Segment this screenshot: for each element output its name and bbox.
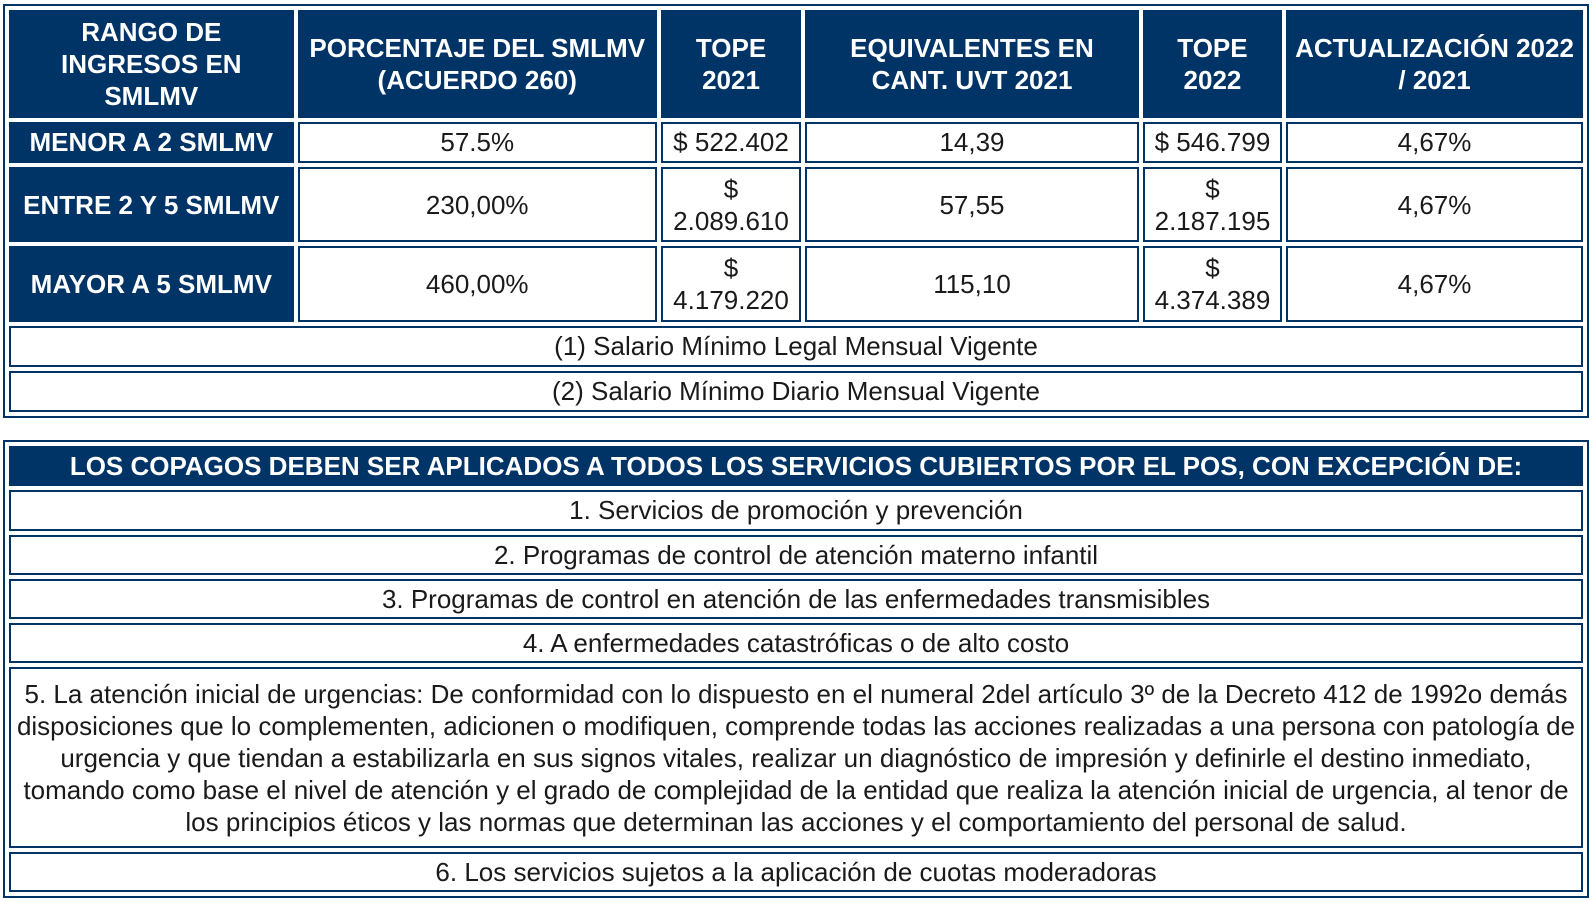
header-row: RANGO DE INGRESOS EN SMLMV PORCENTAJE DE… bbox=[9, 10, 1583, 118]
cap-2021-cell: $ 4.179.220 bbox=[660, 246, 802, 322]
copay-caps-table: RANGO DE INGRESOS EN SMLMV PORCENTAJE DE… bbox=[3, 4, 1589, 418]
exception-item: 4. A enfermedades catastróficas o de alt… bbox=[9, 623, 1583, 664]
header-update: ACTUALIZACIÓN 2022 / 2021 bbox=[1286, 10, 1583, 118]
footnote: (2) Salario Mínimo Diario Mensual Vigent… bbox=[9, 370, 1583, 412]
table-row: MENOR A 2 SMLMV 57.5% $ 522.402 14,39 $ … bbox=[9, 121, 1583, 163]
row-label: MENOR A 2 SMLMV bbox=[9, 121, 294, 163]
exception-item: 1. Servicios de promoción y prevención bbox=[9, 490, 1583, 531]
table-row: ENTRE 2 Y 5 SMLMV 230,00% $ 2.089.610 57… bbox=[9, 166, 1583, 243]
header-income-range: RANGO DE INGRESOS EN SMLMV bbox=[9, 10, 294, 118]
percent-cell: 460,00% bbox=[297, 246, 657, 322]
list-item: 6. Los servicios sujetos a la aplicación… bbox=[9, 851, 1583, 892]
uvt-cell: 115,10 bbox=[805, 246, 1139, 322]
percent-cell: 230,00% bbox=[297, 166, 657, 243]
cap-2021-cell: $ 2.089.610 bbox=[660, 166, 802, 243]
update-cell: 4,67% bbox=[1286, 121, 1583, 163]
exceptions-title: LOS COPAGOS DEBEN SER APLICADOS A TODOS … bbox=[9, 446, 1583, 487]
table-row: MAYOR A 5 SMLMV 460,00% $ 4.179.220 115,… bbox=[9, 246, 1583, 322]
header-cap-2021: TOPE 2021 bbox=[660, 10, 802, 118]
update-cell: 4,67% bbox=[1286, 166, 1583, 243]
cap-2022-cell: $ 2.187.195 bbox=[1142, 166, 1283, 243]
exception-item: 2. Programas de control de atención mate… bbox=[9, 534, 1583, 575]
note-row: (2) Salario Mínimo Diario Mensual Vigent… bbox=[9, 370, 1583, 412]
exception-item: 3. Programas de control en atención de l… bbox=[9, 578, 1583, 620]
exception-item: 6. Los servicios sujetos a la aplicación… bbox=[9, 851, 1583, 892]
footnote: (1) Salario Mínimo Legal Mensual Vigente bbox=[9, 325, 1583, 367]
update-cell: 4,67% bbox=[1286, 246, 1583, 322]
row-label: MAYOR A 5 SMLMV bbox=[9, 246, 294, 322]
list-item: 3. Programas de control en atención de l… bbox=[9, 578, 1583, 620]
cap-2022-cell: $ 546.799 bbox=[1142, 121, 1283, 163]
uvt-cell: 57,55 bbox=[805, 166, 1139, 243]
title-row: LOS COPAGOS DEBEN SER APLICADOS A TODOS … bbox=[9, 446, 1583, 487]
cap-2022-cell: $ 4.374.389 bbox=[1142, 246, 1283, 322]
cap-2021-cell: $ 522.402 bbox=[660, 121, 802, 163]
list-item: 5. La atención inicial de urgencias: De … bbox=[9, 667, 1583, 848]
list-item: 4. A enfermedades catastróficas o de alt… bbox=[9, 623, 1583, 664]
list-item: 2. Programas de control de atención mate… bbox=[9, 534, 1583, 575]
header-uvt-2021: EQUIVALENTES EN CANT. UVT 2021 bbox=[805, 10, 1139, 118]
exception-item: 5. La atención inicial de urgencias: De … bbox=[9, 667, 1583, 848]
note-row: (1) Salario Mínimo Legal Mensual Vigente bbox=[9, 325, 1583, 367]
percent-cell: 57.5% bbox=[297, 121, 657, 163]
uvt-cell: 14,39 bbox=[805, 121, 1139, 163]
header-cap-2022: TOPE 2022 bbox=[1142, 10, 1283, 118]
header-percentage: PORCENTAJE DEL SMLMV (ACUERDO 260) bbox=[297, 10, 657, 118]
list-item: 1. Servicios de promoción y prevención bbox=[9, 490, 1583, 531]
copay-exceptions-table: LOS COPAGOS DEBEN SER APLICADOS A TODOS … bbox=[3, 440, 1589, 898]
row-label: ENTRE 2 Y 5 SMLMV bbox=[9, 166, 294, 243]
